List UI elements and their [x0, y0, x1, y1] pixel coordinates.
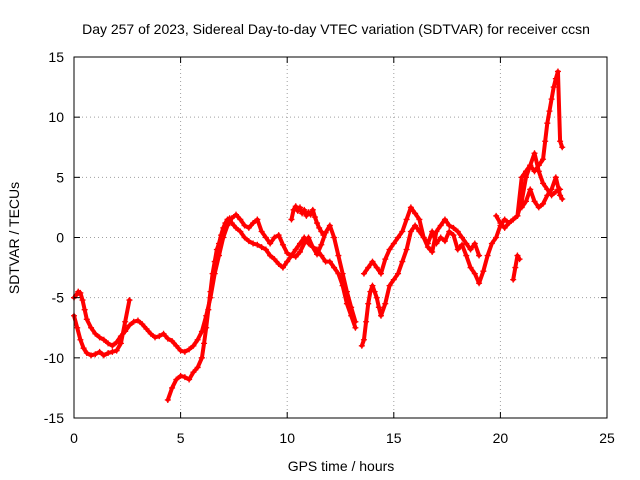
- axis-ticks: 0 5 10 15 20 25 -15 -10 -5 0 5 10 15: [44, 49, 615, 446]
- x-tick-label: 10: [279, 430, 295, 446]
- x-axis-label: GPS time / hours: [288, 458, 395, 474]
- grid-lines: [74, 57, 607, 418]
- y-tick-label: -10: [44, 350, 64, 366]
- series-trace: [289, 204, 326, 238]
- series-track-c: [164, 215, 359, 403]
- y-tick-label: -15: [44, 410, 64, 426]
- series-track-a: [71, 297, 133, 359]
- y-tick-label: -5: [52, 290, 65, 306]
- y-tick-label: 15: [48, 49, 64, 65]
- series-trace: [165, 216, 358, 402]
- series-track-d: [288, 203, 327, 239]
- x-tick-label: 15: [386, 430, 402, 446]
- x-tick-label: 5: [177, 430, 185, 446]
- x-tick-label: 25: [599, 430, 615, 446]
- series-trace: [359, 151, 563, 348]
- series-trace: [361, 205, 482, 276]
- chart-title: Day 257 of 2023, Sidereal Day-to-day VTE…: [82, 21, 590, 37]
- series-trace: [72, 298, 132, 358]
- series-track-h: [518, 174, 566, 211]
- x-tick-label: 0: [70, 430, 78, 446]
- series-trace: [494, 69, 565, 230]
- y-axis-label: SDTVAR / TECUs: [6, 182, 22, 294]
- series-track-i: [510, 252, 523, 283]
- y-tick-label: 0: [56, 230, 64, 246]
- y-tick-label: 10: [48, 109, 64, 125]
- y-tick-label: 5: [56, 169, 64, 185]
- series-track-g: [493, 68, 566, 231]
- series-trace: [511, 253, 522, 282]
- series-trace: [519, 175, 565, 210]
- data-points: [71, 68, 566, 403]
- series-trace: [72, 212, 358, 354]
- series-track-f: [360, 204, 483, 277]
- series-track-b: [71, 211, 359, 355]
- x-tick-label: 20: [493, 430, 509, 446]
- plot-frame: [73, 56, 608, 419]
